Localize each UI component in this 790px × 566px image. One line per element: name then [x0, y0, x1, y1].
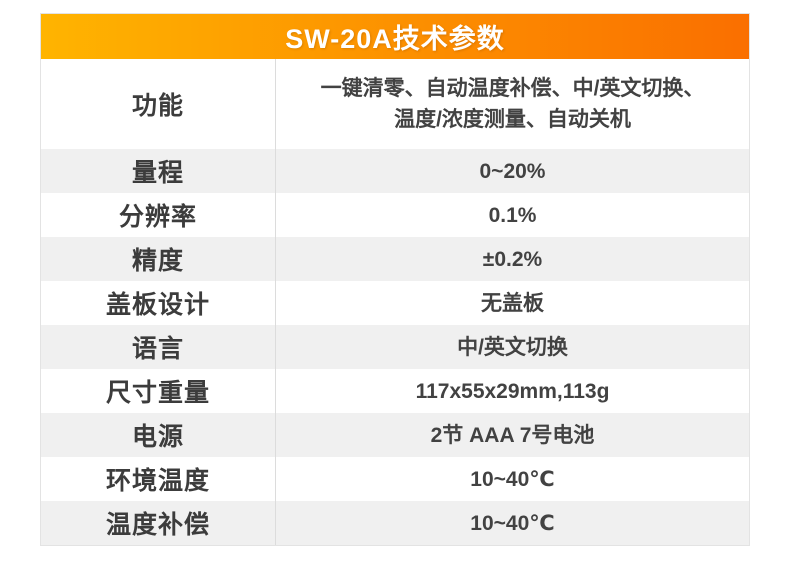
- table-row: 温度补偿 10~40℃: [41, 501, 749, 545]
- spec-label: 精度: [41, 237, 276, 281]
- spec-table: SW-20A技术参数 功能 一键清零、自动温度补偿、中/英文切换、 温度/浓度测量…: [40, 13, 750, 546]
- spec-label: 电源: [41, 413, 276, 457]
- spec-label: 尺寸重量: [41, 369, 276, 413]
- spec-value: 0~20%: [479, 159, 546, 183]
- spec-table-header: SW-20A技术参数: [41, 14, 749, 59]
- spec-value: 无盖板: [481, 291, 544, 315]
- page-title: SW-20A技术参数: [285, 24, 505, 54]
- spec-value: ±0.2%: [482, 247, 543, 271]
- spec-label: 温度补偿: [41, 501, 276, 545]
- spec-label: 环境温度: [41, 457, 276, 501]
- table-row: 语言 中/英文切换: [41, 325, 749, 369]
- table-row: 量程 0~20%: [41, 149, 749, 193]
- spec-label: 盖板设计: [41, 281, 276, 325]
- spec-value: 10~40℃: [470, 467, 555, 491]
- table-row: 精度 ±0.2%: [41, 237, 749, 281]
- spec-label: 语言: [41, 325, 276, 369]
- spec-rows: 功能 一键清零、自动温度补偿、中/英文切换、 温度/浓度测量、自动关机 量程 0~…: [41, 59, 749, 545]
- table-row: 尺寸重量 117x55x29mm,113g: [41, 369, 749, 413]
- table-row: 盖板设计 无盖板: [41, 281, 749, 325]
- spec-value: 一键清零、自动温度补偿、中/英文切换、 温度/浓度测量、自动关机: [320, 77, 705, 131]
- spec-value: 117x55x29mm,113g: [415, 379, 610, 403]
- spec-label: 量程: [41, 149, 276, 193]
- table-row: 功能 一键清零、自动温度补偿、中/英文切换、 温度/浓度测量、自动关机: [41, 59, 749, 149]
- spec-label: 功能: [41, 59, 276, 149]
- table-row: 环境温度 10~40℃: [41, 457, 749, 501]
- spec-value: 中/英文切换: [457, 335, 568, 359]
- spec-value: 10~40℃: [470, 511, 555, 535]
- spec-value: 0.1%: [488, 203, 537, 227]
- spec-label: 分辨率: [41, 193, 276, 237]
- table-row: 分辨率 0.1%: [41, 193, 749, 237]
- spec-value: 2节 AAA 7号电池: [430, 423, 595, 447]
- table-row: 电源 2节 AAA 7号电池: [41, 413, 749, 457]
